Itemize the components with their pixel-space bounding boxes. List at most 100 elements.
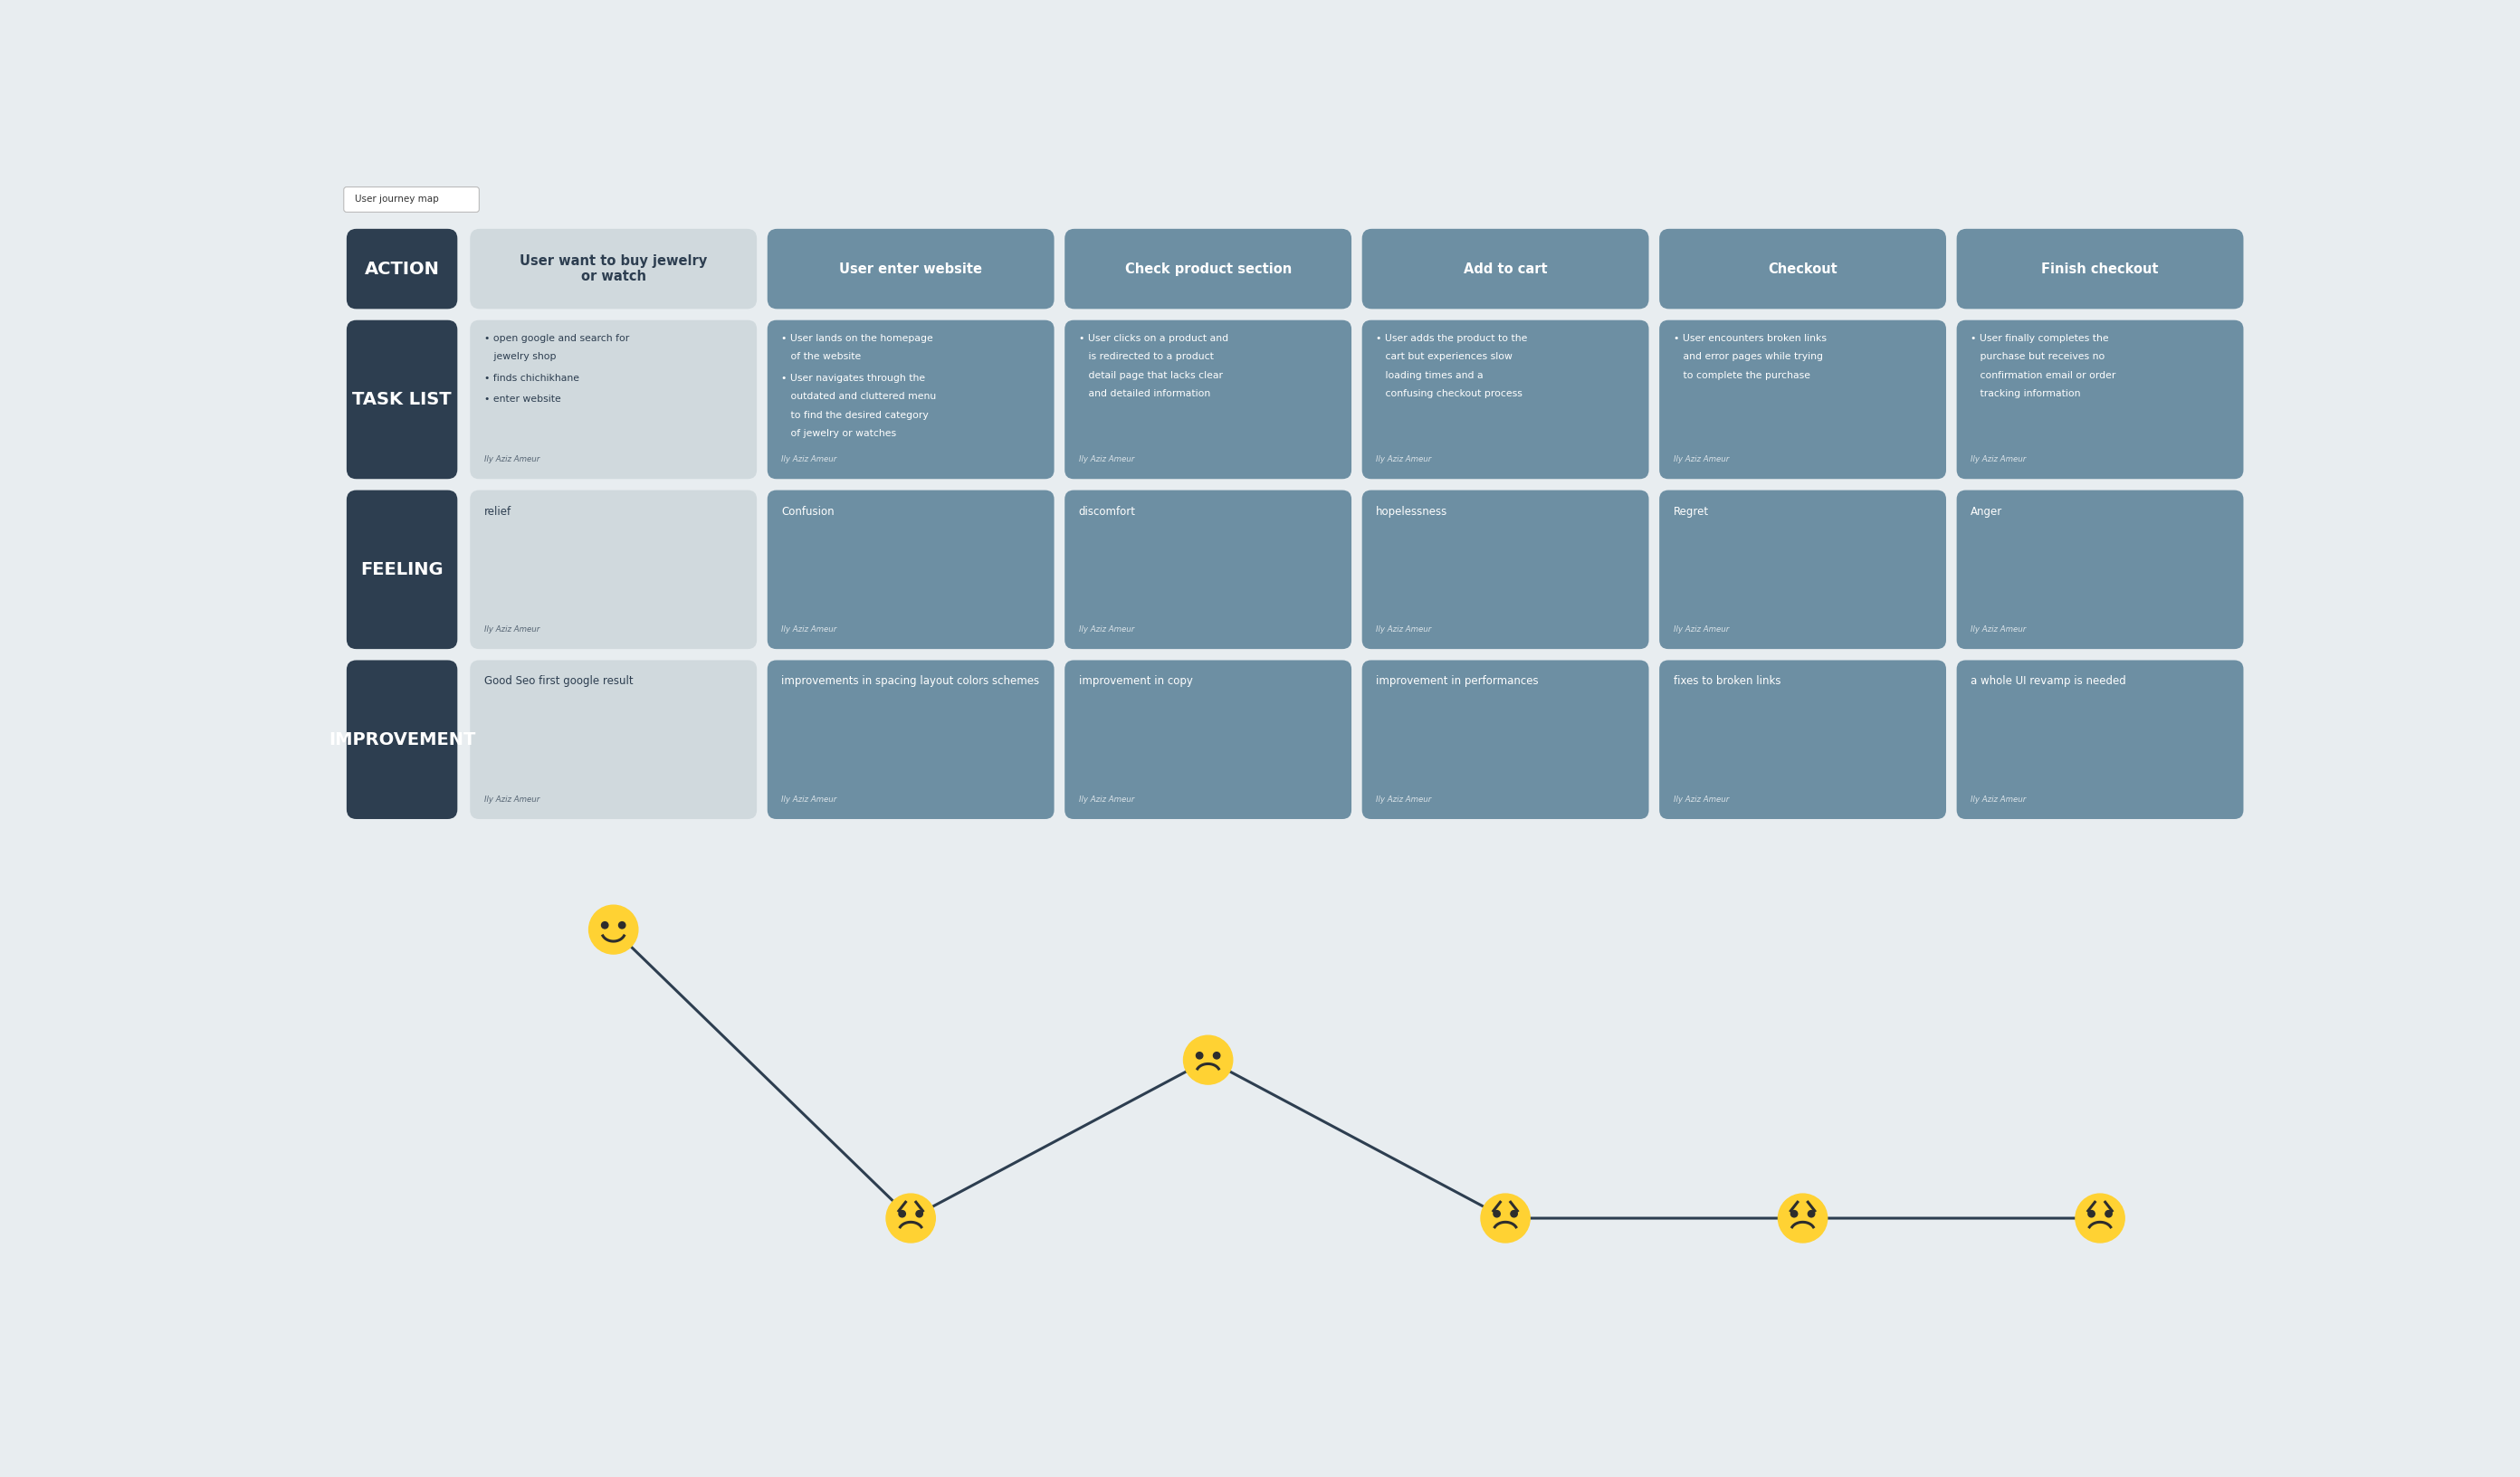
Text: Ily Aziz Ameur: Ily Aziz Ameur	[781, 455, 837, 464]
FancyBboxPatch shape	[1956, 321, 2243, 479]
FancyBboxPatch shape	[1361, 490, 1648, 648]
Text: outdated and cluttered menu: outdated and cluttered menu	[781, 393, 937, 402]
Text: purchase but receives no: purchase but receives no	[1971, 353, 2104, 362]
Circle shape	[1184, 1035, 1232, 1084]
Text: confirmation email or order: confirmation email or order	[1971, 371, 2117, 380]
Text: Regret: Regret	[1673, 505, 1709, 517]
Text: Check product section: Check product section	[1124, 261, 1290, 276]
Text: to find the desired category: to find the desired category	[781, 411, 930, 419]
Text: • User clicks on a product and: • User clicks on a product and	[1079, 334, 1227, 343]
FancyBboxPatch shape	[1658, 660, 1945, 820]
FancyBboxPatch shape	[348, 490, 459, 648]
Text: Ily Aziz Ameur: Ily Aziz Ameur	[1079, 626, 1134, 634]
FancyBboxPatch shape	[769, 660, 1053, 820]
FancyBboxPatch shape	[769, 229, 1053, 309]
Text: Ily Aziz Ameur: Ily Aziz Ameur	[1376, 626, 1431, 634]
Text: IMPROVEMENT: IMPROVEMENT	[328, 731, 476, 749]
Text: Ily Aziz Ameur: Ily Aziz Ameur	[1079, 796, 1134, 803]
Text: tracking information: tracking information	[1971, 390, 2082, 399]
FancyBboxPatch shape	[769, 321, 1053, 479]
Text: improvement in copy: improvement in copy	[1079, 675, 1192, 687]
Text: TASK LIST: TASK LIST	[353, 391, 451, 408]
FancyBboxPatch shape	[348, 660, 459, 820]
Text: improvements in spacing layout colors schemes: improvements in spacing layout colors sc…	[781, 675, 1038, 687]
Circle shape	[2076, 1193, 2124, 1242]
Text: loading times and a: loading times and a	[1376, 371, 1484, 380]
Circle shape	[1197, 1052, 1202, 1059]
Circle shape	[620, 922, 625, 929]
Text: ACTION: ACTION	[365, 260, 438, 278]
Text: is redirected to a product: is redirected to a product	[1079, 353, 1215, 362]
FancyBboxPatch shape	[348, 321, 459, 479]
FancyBboxPatch shape	[1956, 660, 2243, 820]
Text: of the website: of the website	[781, 353, 862, 362]
Text: Finish checkout: Finish checkout	[2041, 261, 2160, 276]
Text: Ily Aziz Ameur: Ily Aziz Ameur	[1971, 455, 2026, 464]
Text: Ily Aziz Ameur: Ily Aziz Ameur	[1971, 626, 2026, 634]
FancyBboxPatch shape	[1956, 229, 2243, 309]
Text: Ily Aziz Ameur: Ily Aziz Ameur	[484, 796, 539, 803]
Circle shape	[1494, 1211, 1499, 1217]
Circle shape	[1509, 1211, 1517, 1217]
Circle shape	[590, 905, 638, 954]
Text: • open google and search for: • open google and search for	[484, 334, 630, 343]
Text: Add to cart: Add to cart	[1464, 261, 1547, 276]
Text: detail page that lacks clear: detail page that lacks clear	[1079, 371, 1222, 380]
Text: Ily Aziz Ameur: Ily Aziz Ameur	[1971, 796, 2026, 803]
Text: Anger: Anger	[1971, 505, 2003, 517]
Text: Ily Aziz Ameur: Ily Aziz Ameur	[1673, 796, 1729, 803]
Text: and error pages while trying: and error pages while trying	[1673, 353, 1822, 362]
Circle shape	[2104, 1211, 2112, 1217]
Circle shape	[1807, 1211, 1814, 1217]
FancyBboxPatch shape	[1063, 229, 1351, 309]
Circle shape	[915, 1211, 922, 1217]
Text: Checkout: Checkout	[1769, 261, 1837, 276]
Text: Ily Aziz Ameur: Ily Aziz Ameur	[1376, 455, 1431, 464]
FancyBboxPatch shape	[471, 321, 756, 479]
Text: • User finally completes the: • User finally completes the	[1971, 334, 2109, 343]
Text: • User encounters broken links: • User encounters broken links	[1673, 334, 1827, 343]
Text: Ily Aziz Ameur: Ily Aziz Ameur	[484, 626, 539, 634]
Circle shape	[2089, 1211, 2094, 1217]
Text: discomfort: discomfort	[1079, 505, 1137, 517]
Text: cart but experiences slow: cart but experiences slow	[1376, 353, 1512, 362]
Text: Ily Aziz Ameur: Ily Aziz Ameur	[1079, 455, 1134, 464]
Circle shape	[1212, 1052, 1220, 1059]
Text: User journey map: User journey map	[355, 195, 438, 204]
FancyBboxPatch shape	[1658, 229, 1945, 309]
FancyBboxPatch shape	[1361, 660, 1648, 820]
FancyBboxPatch shape	[1361, 229, 1648, 309]
Text: to complete the purchase: to complete the purchase	[1673, 371, 1809, 380]
Text: FEELING: FEELING	[360, 561, 444, 578]
Text: a whole UI revamp is needed: a whole UI revamp is needed	[1971, 675, 2127, 687]
FancyBboxPatch shape	[471, 660, 756, 820]
Text: Ily Aziz Ameur: Ily Aziz Ameur	[781, 796, 837, 803]
Text: improvement in performances: improvement in performances	[1376, 675, 1540, 687]
Circle shape	[1792, 1211, 1797, 1217]
Circle shape	[602, 922, 607, 929]
Text: • enter website: • enter website	[484, 394, 562, 405]
FancyBboxPatch shape	[1658, 321, 1945, 479]
Text: User want to buy jewelry
or watch: User want to buy jewelry or watch	[519, 254, 708, 284]
Text: fixes to broken links: fixes to broken links	[1673, 675, 1782, 687]
Text: User enter website: User enter website	[839, 261, 983, 276]
Text: confusing checkout process: confusing checkout process	[1376, 390, 1522, 399]
Text: • User lands on the homepage: • User lands on the homepage	[781, 334, 932, 343]
Text: Ily Aziz Ameur: Ily Aziz Ameur	[1673, 626, 1729, 634]
Text: Ily Aziz Ameur: Ily Aziz Ameur	[1673, 455, 1729, 464]
Text: • User adds the product to the: • User adds the product to the	[1376, 334, 1527, 343]
Text: and detailed information: and detailed information	[1079, 390, 1210, 399]
Text: Ily Aziz Ameur: Ily Aziz Ameur	[484, 455, 539, 464]
Text: hopelessness: hopelessness	[1376, 505, 1449, 517]
FancyBboxPatch shape	[769, 490, 1053, 648]
FancyBboxPatch shape	[343, 188, 479, 213]
Circle shape	[1779, 1193, 1827, 1242]
Text: Good Seo first google result: Good Seo first google result	[484, 675, 633, 687]
Text: • finds chichikhane: • finds chichikhane	[484, 374, 580, 383]
FancyBboxPatch shape	[471, 229, 756, 309]
FancyBboxPatch shape	[1063, 490, 1351, 648]
Text: Ily Aziz Ameur: Ily Aziz Ameur	[781, 626, 837, 634]
Text: Ily Aziz Ameur: Ily Aziz Ameur	[1376, 796, 1431, 803]
Circle shape	[900, 1211, 905, 1217]
FancyBboxPatch shape	[471, 490, 756, 648]
